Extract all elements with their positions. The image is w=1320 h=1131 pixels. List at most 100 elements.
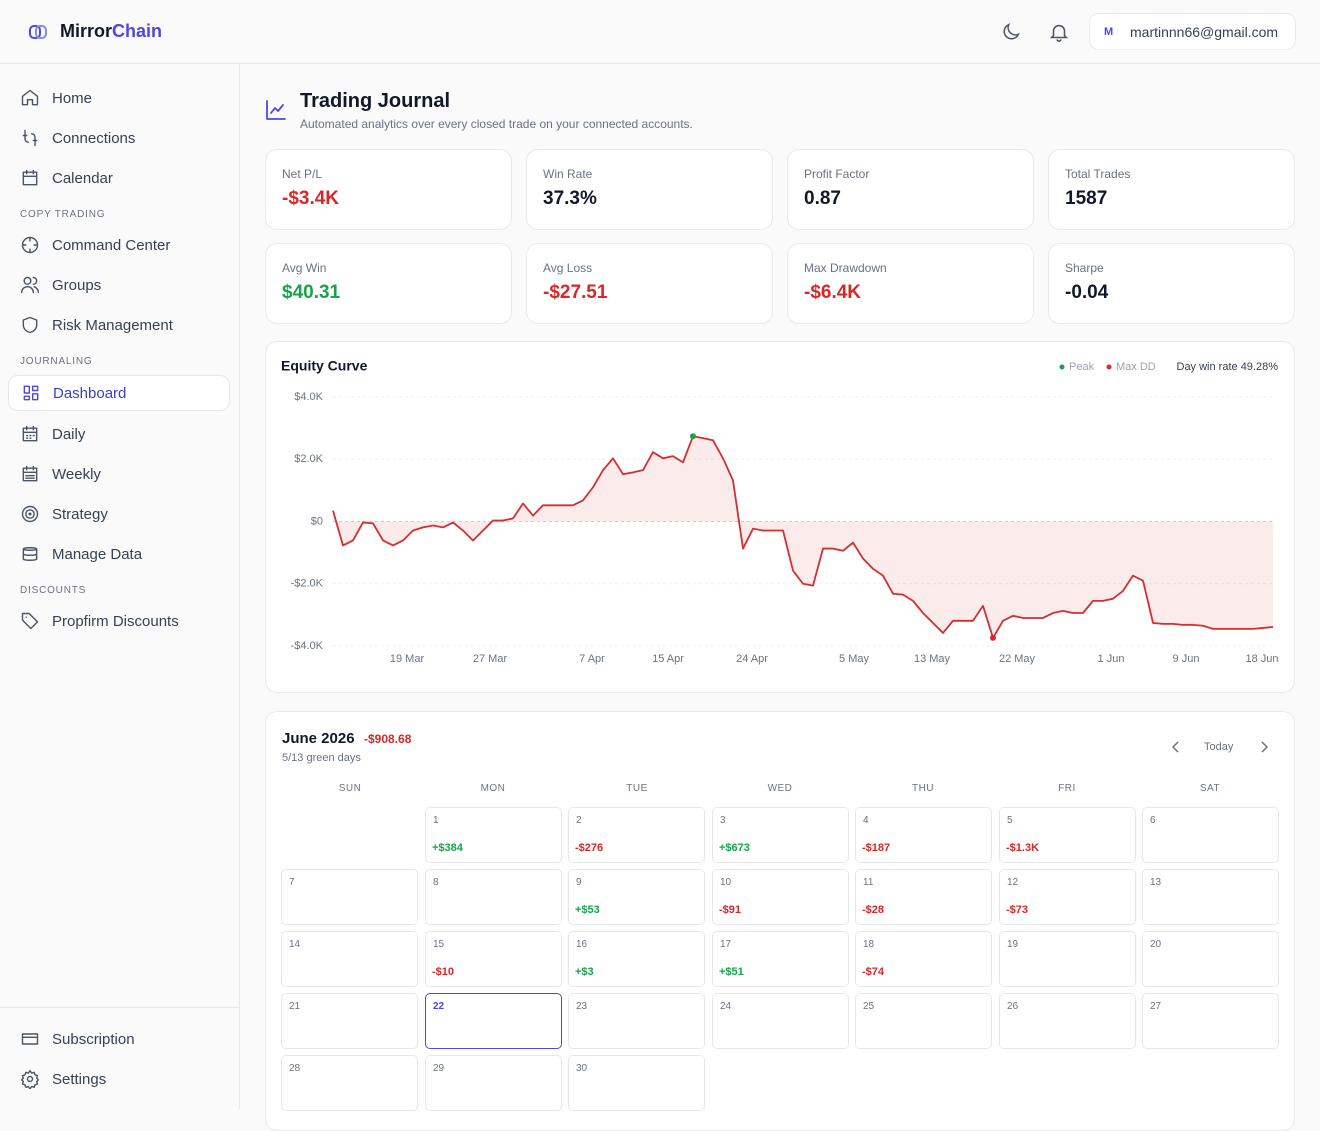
max-dd-marker [990, 634, 996, 641]
day-cell[interactable]: 7 [281, 869, 418, 925]
nav-icon-path [22, 465, 38, 482]
nav-icon-path [22, 169, 38, 186]
stat-label: Total Trades [1065, 167, 1131, 181]
nav-item[interactable]: Manage Data [8, 536, 230, 572]
day-cell[interactable]: 19 [999, 931, 1136, 987]
day-cell[interactable]: 27 [1142, 993, 1279, 1049]
day-cell[interactable]: 2 -$276 [568, 807, 705, 863]
day-number: 7 [289, 877, 295, 888]
day-number: 17 [720, 939, 732, 950]
day-cell[interactable]: 24 [712, 993, 849, 1049]
nav-icon-path [21, 1033, 39, 1045]
legend-dot [1106, 364, 1112, 370]
sidebar-divider [0, 1007, 239, 1008]
y-tick-label: -$2.0K [291, 578, 324, 590]
day-pnl: -$1.3K [1006, 842, 1040, 854]
nav-icon [21, 505, 39, 523]
stat-value: 1587 [1065, 188, 1108, 209]
nav-item[interactable]: Command Center [8, 227, 230, 263]
day-cell[interactable]: 3 +$673 [712, 807, 849, 863]
day-cell[interactable]: 25 [855, 993, 992, 1049]
day-cell[interactable]: 4 -$187 [855, 807, 992, 863]
nav-item[interactable]: Calendar [8, 160, 230, 196]
x-tick-label: 18 Jun [1245, 653, 1278, 665]
day-cell[interactable]: 30 [568, 1055, 705, 1111]
nav-icon [22, 316, 38, 334]
nav-icon [22, 465, 38, 482]
nav-item[interactable]: Settings [8, 1061, 230, 1097]
nav-item[interactable]: Subscription [8, 1021, 230, 1057]
day-cell[interactable]: 10 -$91 [712, 869, 849, 925]
nav-icon [23, 385, 39, 401]
nav-item[interactable]: Propfirm Discounts [8, 603, 230, 639]
nav-item[interactable]: Risk Management [8, 307, 230, 343]
day-cell[interactable]: 26 [999, 993, 1136, 1049]
day-cell[interactable]: 20 [1142, 931, 1279, 987]
day-cell[interactable]: 8 [425, 869, 562, 925]
y-tick-label: $2.0K [294, 453, 323, 465]
nav-item[interactable]: Groups [8, 267, 230, 303]
nav-item[interactable]: Daily [8, 416, 230, 452]
day-pnl: -$74 [862, 966, 885, 978]
notifications[interactable] [1048, 21, 1070, 43]
user-menu[interactable]: M martinnn66@gmail.com [1089, 13, 1296, 50]
nav-icon-path [22, 547, 38, 561]
day-cell[interactable]: 13 [1142, 869, 1279, 925]
nav-item[interactable]: Connections [8, 120, 230, 156]
nav-icon [22, 425, 38, 442]
day-cell[interactable]: 1 +$384 [425, 807, 562, 863]
nav-icon [20, 1069, 40, 1089]
nav-icon [21, 612, 39, 630]
nav-icon-path [22, 316, 38, 334]
stat-card: Avg Win $40.31 [265, 243, 512, 324]
stat-label: Win Rate [543, 167, 593, 181]
weekday: FRI [1058, 783, 1076, 794]
day-cell[interactable]: 9 +$53 [568, 869, 705, 925]
next-month[interactable] [1258, 740, 1270, 754]
calendar-title: June 2026 [282, 730, 355, 747]
day-number: 5 [1007, 815, 1013, 826]
theme-toggle[interactable] [1000, 21, 1022, 43]
day-cell[interactable]: 6 [1142, 807, 1279, 863]
day-cell[interactable]: 29 [425, 1055, 562, 1111]
day-cell[interactable]: 18 -$74 [855, 931, 992, 987]
day-number: 11 [863, 877, 874, 888]
nav-item[interactable]: Dashboard [8, 375, 230, 411]
nav-item[interactable]: Strategy [8, 496, 230, 532]
x-tick-label: 24 Apr [736, 653, 768, 665]
stat-card: Sharpe -0.04 [1048, 243, 1295, 324]
nav-item[interactable]: Weekly [8, 456, 230, 492]
day-cell[interactable]: 22 [425, 993, 562, 1049]
nav-label: Daily [52, 425, 86, 443]
day-cell[interactable]: 17 +$51 [712, 931, 849, 987]
weekday: MON [480, 783, 506, 794]
day-cell[interactable]: 16 +$3 [568, 931, 705, 987]
stat-card: Net P/L -$3.4K [265, 149, 512, 230]
prev-month[interactable] [1170, 740, 1182, 754]
day-cell[interactable]: 11 -$28 [855, 869, 992, 925]
day-number: 14 [289, 939, 301, 950]
day-number: 19 [1007, 939, 1019, 950]
day-cell[interactable]: 5 -$1.3K [999, 807, 1136, 863]
day-cell[interactable]: 23 [568, 993, 705, 1049]
nav-item[interactable]: Home [8, 80, 230, 116]
stat-value: 37.3% [543, 188, 597, 209]
day-cell[interactable]: 14 [281, 931, 418, 987]
peak-marker [690, 433, 696, 440]
today-button[interactable]: Today [1204, 741, 1234, 753]
day-cell[interactable]: 28 [281, 1055, 418, 1111]
stat-value: 0.87 [804, 188, 841, 209]
day-number: 21 [289, 1001, 301, 1012]
day-pnl: -$28 [862, 904, 885, 916]
nav-icon-path [21, 236, 39, 254]
day-cell[interactable]: 12 -$73 [999, 869, 1136, 925]
chart-title: Equity Curve [281, 358, 368, 374]
day-cell[interactable]: 21 [281, 993, 418, 1049]
page-icon [266, 100, 286, 120]
stat-label: Sharpe [1065, 261, 1104, 275]
top-bar: MirrorChain M martinnn66@gmail.com [0, 0, 1320, 64]
legend-dot [1059, 364, 1065, 370]
day-number: 3 [720, 815, 726, 826]
stat-card: Max Drawdown -$6.4K [787, 243, 1034, 324]
day-cell[interactable]: 15 -$10 [425, 931, 562, 987]
